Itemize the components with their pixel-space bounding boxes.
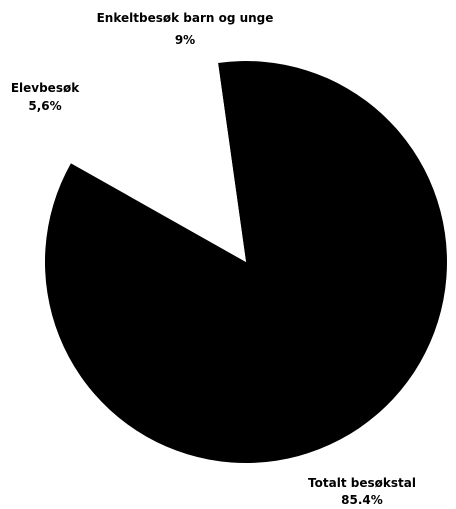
slice-enkeltbesok-barn-og-unge: [115, 62, 246, 263]
label-enkeltbesok-value: 9%: [175, 33, 195, 47]
slice-totalt-besokstal: [44, 61, 447, 464]
pie-slices: [44, 61, 447, 464]
slice-elevbesok: [70, 108, 246, 263]
label-totalt-name: Totalt besøkstal: [308, 476, 416, 490]
label-totalt-value: 85.4%: [341, 493, 383, 507]
label-elevbesok-name: Elevbesøk: [11, 81, 80, 95]
label-elevbesok-value: 5,6%: [28, 99, 61, 113]
label-enkeltbesok-name: Enkeltbesøk barn og unge: [97, 11, 274, 25]
